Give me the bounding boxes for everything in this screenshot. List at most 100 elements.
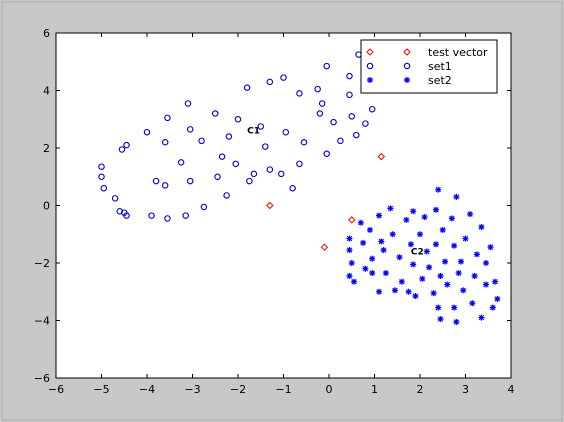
- point-star: [423, 248, 430, 255]
- point-circle: [111, 195, 119, 202]
- point-circle: [266, 166, 274, 173]
- point-circle: [212, 110, 219, 117]
- point-circle: [161, 182, 169, 189]
- cluster-label: C1: [247, 127, 260, 137]
- legend-label: set1: [428, 60, 452, 73]
- point-star-stroke: [435, 187, 441, 193]
- point-star-stroke: [349, 260, 355, 266]
- point-star-stroke: [346, 235, 353, 242]
- point-star-stroke: [412, 293, 419, 299]
- point-circle: [246, 177, 253, 185]
- point-circle: [186, 126, 194, 133]
- point-star-stroke: [408, 241, 414, 247]
- point-star-stroke: [451, 243, 457, 249]
- point-circle: [98, 163, 105, 170]
- legend-marker: [367, 77, 373, 83]
- y-tick-label: 4: [43, 85, 50, 98]
- point-star: [369, 255, 376, 262]
- y-tick-label: −6: [34, 372, 50, 385]
- point-circle: [100, 185, 108, 192]
- point-circle: [234, 116, 242, 123]
- point-circle: [266, 78, 274, 86]
- legend-box: [360, 39, 498, 94]
- point-circle: [225, 133, 233, 140]
- point-star-stroke: [433, 207, 439, 213]
- point-star-stroke: [383, 270, 389, 276]
- point-star: [489, 304, 496, 311]
- legend-label: test vector: [428, 46, 488, 59]
- point-circle: [282, 128, 290, 136]
- point-star: [430, 290, 437, 297]
- point-star-stroke: [494, 296, 501, 302]
- point-circle: [300, 139, 308, 146]
- series-circle-group: [98, 51, 381, 222]
- point-circle: [296, 90, 303, 97]
- point-circle: [177, 159, 185, 166]
- point-star-stroke: [483, 281, 489, 288]
- point-star: [366, 226, 373, 233]
- point-star: [396, 254, 403, 261]
- point-star: [348, 260, 355, 266]
- point-star-stroke: [490, 304, 496, 311]
- point-circle: [362, 120, 369, 127]
- point-star: [387, 205, 394, 212]
- legend-item: set1: [366, 60, 452, 73]
- point-star-stroke: [451, 304, 457, 311]
- point-circle: [243, 84, 251, 91]
- point-star-stroke: [483, 260, 489, 266]
- point-star-stroke: [380, 247, 387, 253]
- point-star-stroke: [358, 220, 364, 226]
- point-circle: [161, 139, 169, 146]
- point-star-stroke: [426, 264, 432, 270]
- point-diamond: [320, 243, 329, 251]
- legend-marker: [403, 48, 411, 56]
- point-star-stroke: [421, 214, 428, 220]
- point-star: [382, 270, 389, 277]
- point-circle: [323, 62, 330, 70]
- point-circle: [218, 153, 226, 160]
- point-star-stroke: [378, 238, 384, 245]
- point-circle: [184, 100, 192, 107]
- point-star: [482, 281, 489, 288]
- point-circle: [214, 173, 221, 181]
- x-tick-label: 0: [326, 383, 333, 396]
- point-star-stroke: [424, 248, 430, 255]
- point-diamond: [266, 201, 274, 210]
- point-circle: [232, 160, 239, 168]
- point-star-stroke: [369, 256, 375, 262]
- point-circle: [346, 72, 353, 80]
- point-star-stroke: [387, 205, 394, 212]
- point-star-stroke: [467, 211, 473, 217]
- series-star-group: [346, 186, 501, 325]
- point-star: [346, 247, 353, 254]
- point-star: [407, 241, 414, 248]
- legend-marker-stroke: [404, 77, 410, 83]
- point-star: [478, 314, 485, 321]
- point-star: [419, 275, 426, 282]
- point-star: [376, 288, 383, 295]
- point-circle: [123, 212, 130, 219]
- point-star-stroke: [492, 279, 498, 285]
- point-star: [357, 219, 364, 226]
- point-star-stroke: [433, 241, 439, 247]
- annotations: C1 C2: [247, 127, 424, 258]
- legend-item: test vector: [366, 46, 488, 59]
- point-star: [451, 242, 458, 249]
- point-star: [410, 261, 417, 268]
- point-star-stroke: [442, 258, 448, 265]
- point-star: [437, 272, 444, 279]
- point-star-stroke: [458, 258, 464, 265]
- point-circle: [353, 131, 360, 139]
- point-circle: [346, 91, 353, 99]
- point-star: [432, 206, 439, 213]
- point-star: [444, 281, 451, 288]
- point-star-stroke: [453, 194, 460, 200]
- x-tick-label: 1: [371, 383, 378, 396]
- point-star-stroke: [410, 261, 416, 268]
- point-star: [471, 272, 478, 279]
- point-circle: [186, 177, 194, 185]
- point-star: [362, 265, 369, 272]
- legend-item: set2: [367, 74, 452, 87]
- point-star-stroke: [376, 289, 382, 295]
